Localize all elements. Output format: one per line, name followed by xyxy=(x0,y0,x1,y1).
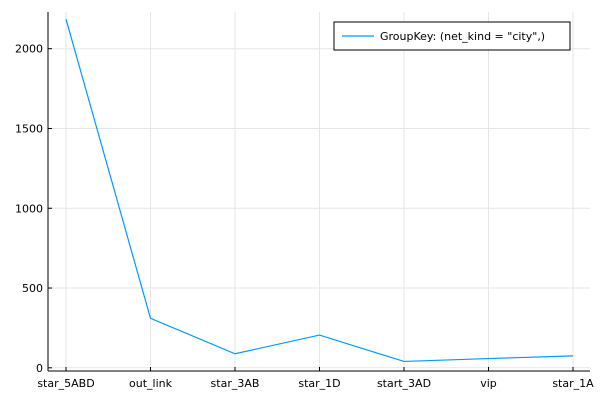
legend: GroupKey: (net_kind = "city",) xyxy=(333,21,571,51)
y-tick-label: 2000 xyxy=(15,43,43,56)
y-tick-label: 500 xyxy=(22,282,43,295)
x-tick-label: out_link xyxy=(129,377,173,390)
gridlines xyxy=(48,12,590,371)
y-tick-label: 1000 xyxy=(15,202,43,215)
y-tick-label: 1500 xyxy=(15,122,43,135)
x-tick-label: star_5ABD xyxy=(37,377,94,390)
x-tick-label: star_1D xyxy=(298,377,340,390)
y-tick-label: 0 xyxy=(36,362,43,375)
x-tick-label: vip xyxy=(480,377,497,390)
ticks: star_5ABD out_link star_3AB star_1D start_3A… xyxy=(15,43,594,390)
x-tick-label: star_3AB xyxy=(211,377,260,390)
series xyxy=(65,19,574,363)
x-tick-label: start_3AD xyxy=(377,377,431,390)
legend-label: GroupKey: (net_kind = "city",) xyxy=(380,30,545,43)
x-tick-label: star_1A xyxy=(552,377,594,390)
